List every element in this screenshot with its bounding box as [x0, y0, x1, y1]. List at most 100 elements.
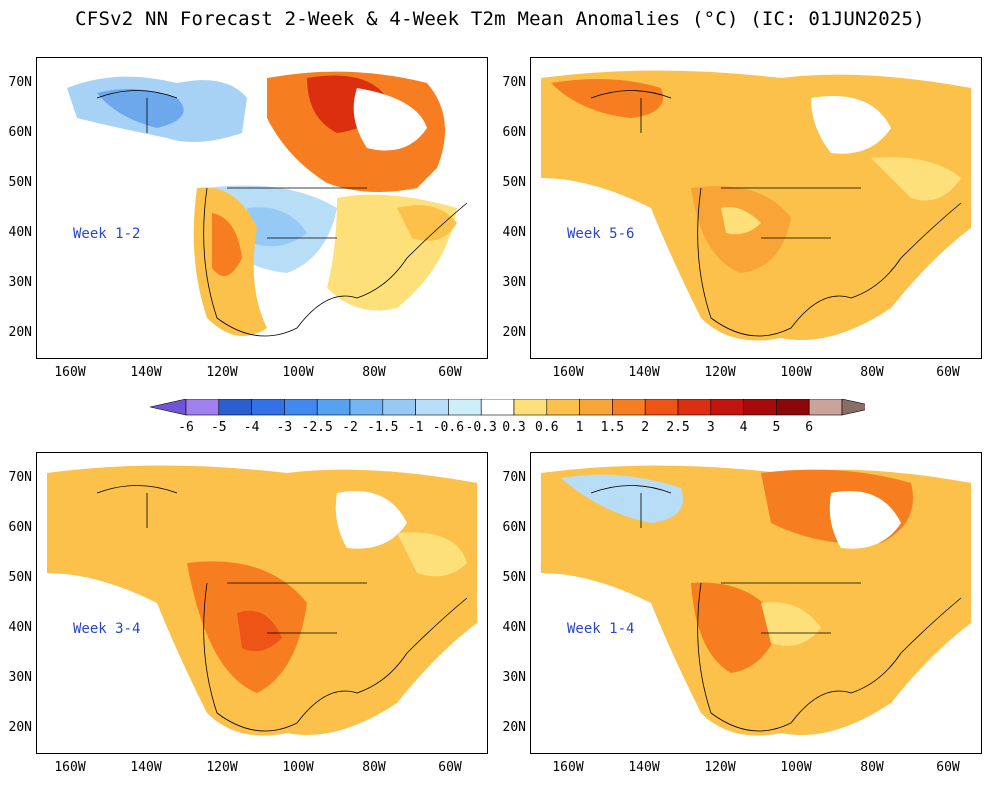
map-week-5-6	[531, 58, 981, 358]
lat-label: 70N	[8, 75, 32, 90]
colorbar-tick-label: 3	[706, 420, 715, 435]
chart-title: CFSv2 NN Forecast 2-Week & 4-Week T2m Me…	[75, 8, 925, 30]
colorbar-swatch	[513, 399, 548, 416]
lat-label: 50N	[8, 570, 32, 585]
colorbar-tick-label: 6	[805, 420, 814, 435]
colorbar-tick-label: 2	[641, 420, 650, 435]
colorbar-tick-label: -4	[243, 420, 260, 435]
lat-label: 60N	[8, 125, 32, 140]
colorbar-tick-label: 0.6	[535, 420, 559, 435]
colorbar-swatch	[349, 399, 384, 416]
colorbar-swatch	[284, 399, 318, 416]
colorbar-swatch	[382, 399, 416, 416]
colorbar-max-arrow	[841, 399, 865, 416]
colorbar-swatch	[743, 399, 777, 416]
colorbar-swatch	[644, 399, 679, 416]
colorbar-tick-label: -2.5	[301, 420, 333, 435]
colorbar-min-arrow	[150, 399, 187, 416]
lat-label: 60N	[8, 520, 32, 535]
week-label: Week 5-6	[567, 226, 635, 242]
lon-label: 80W	[860, 760, 884, 775]
colorbar-tick-label: -0.6	[432, 420, 465, 435]
lon-label: 140W	[628, 365, 660, 380]
colorbar	[150, 399, 865, 416]
lon-label: 120W	[206, 365, 238, 380]
week-label: Week 1-4	[567, 621, 635, 637]
lat-label: 30N	[8, 275, 32, 290]
lat-label: 40N	[502, 225, 526, 240]
colorbar-swatch	[480, 399, 515, 416]
colorbar-swatch	[415, 399, 449, 416]
lat-label: 20N	[8, 325, 32, 340]
colorbar-swatch	[316, 399, 351, 416]
lat-label: 50N	[8, 175, 32, 190]
lon-label: 60W	[936, 365, 960, 380]
colorbar-tick-label: 1.5	[600, 420, 625, 435]
lon-label: 80W	[362, 365, 386, 380]
map-panel-week-3-4: Week 3-4	[36, 452, 488, 754]
colorbar-tick-label: -6	[178, 420, 194, 435]
colorbar-tick-label: 2.5	[666, 420, 690, 435]
colorbar-swatch	[612, 399, 646, 416]
colorbar-tick-label: 5	[772, 420, 781, 435]
lon-label: 80W	[860, 365, 884, 380]
week-label: Week 3-4	[73, 621, 141, 637]
lon-label: 60W	[438, 365, 462, 380]
lat-label: 40N	[8, 620, 32, 635]
colorbar-tick-label: -1	[407, 420, 424, 435]
map-panel-week-1-4: Week 1-4	[530, 452, 982, 754]
colorbar-tick-label: 1	[575, 420, 584, 435]
lon-label: 160W	[552, 760, 584, 775]
colorbar-swatch	[218, 399, 252, 416]
colorbar-tick-label: -0.3	[465, 420, 497, 435]
lat-label: 30N	[8, 670, 32, 685]
map-week-1-2	[37, 58, 487, 358]
lat-label: 50N	[502, 570, 526, 585]
lon-label: 60W	[936, 760, 960, 775]
lat-label: 60N	[502, 520, 526, 535]
lat-label: 40N	[502, 620, 526, 635]
lon-label: 140W	[130, 365, 162, 380]
lat-label: 40N	[8, 225, 32, 240]
lon-label: 140W	[628, 760, 660, 775]
lon-label: 100W	[282, 365, 314, 380]
colorbar-tick-label: 0.3	[502, 420, 526, 435]
lon-label: 100W	[282, 760, 314, 775]
colorbar-tick-label: -5	[210, 420, 227, 435]
map-week-3-4	[37, 453, 487, 753]
lon-label: 80W	[362, 760, 386, 775]
lat-label: 70N	[8, 470, 32, 485]
lat-label: 30N	[502, 670, 526, 685]
lon-label: 60W	[438, 760, 462, 775]
colorbar-swatch	[710, 399, 744, 416]
colorbar-swatch	[776, 399, 810, 416]
lat-label: 20N	[502, 325, 526, 340]
lon-label: 120W	[206, 760, 238, 775]
lat-label: 70N	[502, 470, 526, 485]
map-panel-week-5-6: Week 5-6	[530, 57, 982, 359]
colorbar-tick-label: -3	[276, 420, 293, 435]
lon-label: 120W	[704, 760, 736, 775]
lon-label: 100W	[780, 760, 812, 775]
map-week-1-4	[531, 453, 981, 753]
colorbar-swatch	[579, 399, 613, 416]
colorbar-swatch	[185, 399, 220, 416]
lon-label: 160W	[54, 365, 86, 380]
lon-label: 100W	[780, 365, 812, 380]
colorbar-tick-label: -1.5	[367, 420, 399, 435]
lat-label: 70N	[502, 75, 526, 90]
colorbar-swatches	[150, 399, 865, 416]
lon-label: 160W	[54, 760, 86, 775]
lat-label: 60N	[502, 125, 526, 140]
lat-label: 20N	[8, 720, 32, 735]
lat-label: 50N	[502, 175, 526, 190]
colorbar-tick-label: -2	[342, 420, 358, 435]
lon-label: 120W	[704, 365, 736, 380]
lat-label: 30N	[502, 275, 526, 290]
colorbar-swatch	[448, 399, 482, 416]
colorbar-tick-label: 4	[739, 420, 748, 435]
colorbar-swatch	[546, 399, 580, 416]
week-label: Week 1-2	[73, 226, 141, 242]
lon-label: 160W	[552, 365, 584, 380]
colorbar-swatch	[251, 399, 285, 416]
